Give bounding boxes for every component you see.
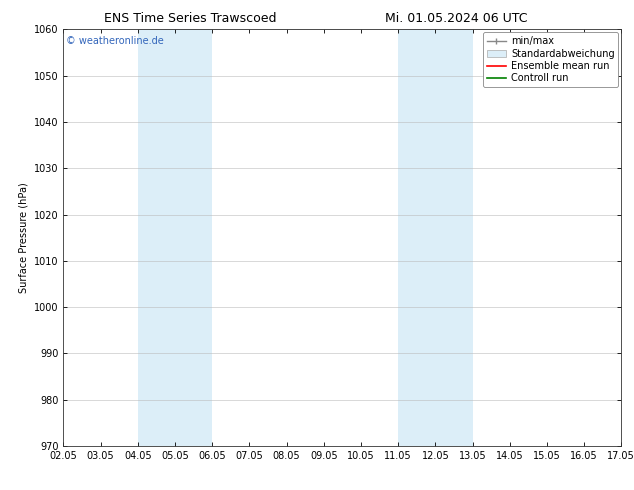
Text: ENS Time Series Trawscoed: ENS Time Series Trawscoed — [104, 12, 276, 25]
Y-axis label: Surface Pressure (hPa): Surface Pressure (hPa) — [18, 182, 29, 293]
Bar — [398, 29, 472, 446]
Text: © weatheronline.de: © weatheronline.de — [66, 36, 164, 46]
Text: Mi. 01.05.2024 06 UTC: Mi. 01.05.2024 06 UTC — [385, 12, 527, 25]
Legend: min/max, Standardabweichung, Ensemble mean run, Controll run: min/max, Standardabweichung, Ensemble me… — [482, 32, 618, 87]
Bar — [138, 29, 212, 446]
